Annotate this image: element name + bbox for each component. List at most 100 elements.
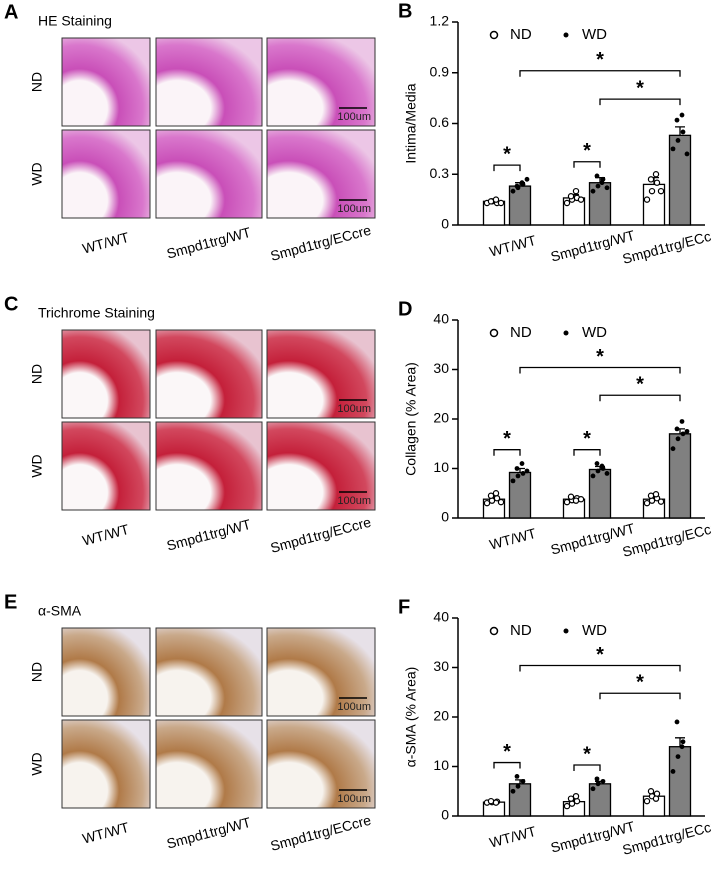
panel-title: Trichrome Staining (38, 305, 155, 321)
data-point (483, 499, 491, 507)
column-label: Smpd1trg/ECcre (269, 812, 373, 854)
bar (508, 783, 532, 817)
data-point (520, 471, 526, 476)
y-tick-label: 0 (441, 509, 449, 525)
data-point (643, 499, 651, 507)
data-point (680, 431, 686, 437)
significance-bracket (519, 70, 681, 77)
data-point (648, 497, 656, 504)
y-axis-label: α-SMA (% Area) (403, 667, 419, 768)
error-bar (675, 126, 685, 136)
micrograph (155, 719, 263, 809)
significance-label: * (636, 77, 644, 99)
data-point (514, 774, 520, 779)
y-tick-label: 10 (433, 459, 449, 475)
row-label: ND (29, 364, 45, 384)
y-axis-label: Collagen (% Area) (403, 362, 419, 476)
data-point (652, 795, 660, 802)
data-point (604, 471, 610, 476)
y-axis-label: Intima/Media (403, 83, 419, 163)
data-point (647, 176, 655, 183)
micrograph (61, 37, 151, 127)
legend-label: ND (510, 324, 532, 341)
significance-bracket (599, 692, 681, 700)
legend-marker (563, 330, 569, 336)
x-tick-label: Smpd1trg/ECcre (621, 816, 711, 858)
data-point (590, 473, 596, 479)
column-label: WT/WT (81, 819, 131, 847)
significance-bracket (599, 98, 681, 106)
significance-bracket (493, 164, 521, 172)
column-label: Smpd1trg/ECcre (269, 514, 373, 556)
data-point (497, 498, 505, 506)
column-label: WT/WT (81, 521, 131, 549)
significance-bracket (519, 664, 681, 672)
data-point (514, 183, 520, 189)
significance-label: * (503, 143, 511, 165)
micrograph (61, 421, 151, 511)
significance-label: * (596, 644, 604, 666)
panel-letter: C (4, 293, 18, 315)
data-point (510, 188, 516, 194)
significance-bracket (573, 161, 601, 168)
data-point (515, 783, 521, 789)
data-point (675, 436, 681, 442)
data-point (572, 793, 580, 800)
significance-bracket (573, 449, 601, 456)
y-tick-label: 0.3 (430, 165, 450, 181)
row-label: ND (29, 72, 45, 92)
data-point (684, 151, 690, 157)
data-point (657, 187, 665, 195)
micrograph (61, 627, 151, 717)
data-point (643, 797, 651, 805)
y-tick-label: 30 (433, 658, 449, 674)
micrograph (155, 329, 263, 419)
data-point (594, 173, 600, 179)
micrograph (266, 329, 376, 419)
significance-label: * (503, 428, 511, 450)
y-tick-label: 40 (433, 609, 449, 625)
panel-letter: D (398, 298, 412, 320)
data-point (514, 466, 520, 471)
y-tick-label: 0.6 (430, 114, 450, 130)
data-point (679, 744, 685, 750)
significance-bracket (599, 394, 681, 402)
data-point (647, 788, 655, 795)
data-point (674, 426, 680, 432)
micrograph (266, 129, 376, 219)
data-point (492, 490, 500, 497)
data-point (595, 468, 601, 474)
column-label: Smpd1trg/WT (165, 224, 253, 262)
micrograph (266, 627, 376, 717)
data-point (680, 739, 686, 745)
micrograph (155, 37, 263, 127)
data-point (679, 112, 685, 118)
data-point (567, 795, 575, 802)
data-point (595, 781, 601, 787)
panel-letter: F (398, 596, 410, 618)
micrograph (61, 329, 151, 419)
data-point (674, 719, 680, 725)
data-point (674, 117, 680, 123)
data-point (604, 185, 610, 191)
panel-title: α-SMA (38, 603, 82, 619)
row-label: WD (29, 162, 45, 185)
significance-bracket (573, 764, 601, 772)
scale-label: 100um (337, 495, 371, 507)
legend-label: ND (510, 26, 532, 43)
data-point (652, 491, 660, 498)
data-point (675, 138, 681, 143)
significance-bracket (493, 761, 521, 769)
y-tick-label: 20 (433, 708, 449, 724)
significance-label: * (583, 428, 591, 450)
data-point (572, 187, 580, 195)
legend-marker (489, 328, 499, 338)
column-label: Smpd1trg/WT (165, 516, 253, 554)
significance-label: * (636, 672, 644, 694)
data-point (567, 193, 575, 200)
micrograph (61, 719, 151, 809)
scale-label: 100um (337, 203, 371, 215)
data-point (670, 146, 676, 152)
data-point (492, 196, 500, 203)
